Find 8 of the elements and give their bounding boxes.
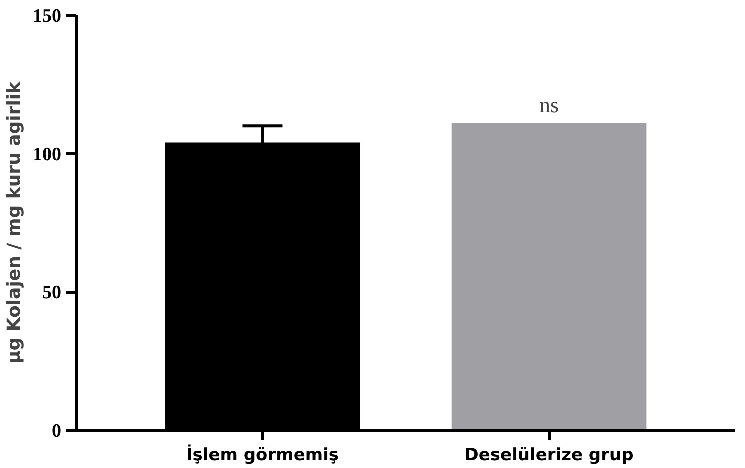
y-tick-label: 100 xyxy=(33,144,62,166)
annotation: ns xyxy=(539,92,560,118)
y-tick-label: 50 xyxy=(42,282,62,304)
y-tick-label: 150 xyxy=(33,6,62,27)
y-tick-label: 0 xyxy=(52,421,62,442)
y-axis-title: µg Kolajen / mg kuru agirlik xyxy=(4,80,25,364)
x-tick-label: İşlem görmemiş xyxy=(186,444,340,466)
x-tick-label: Deselülerize grup xyxy=(464,446,634,466)
